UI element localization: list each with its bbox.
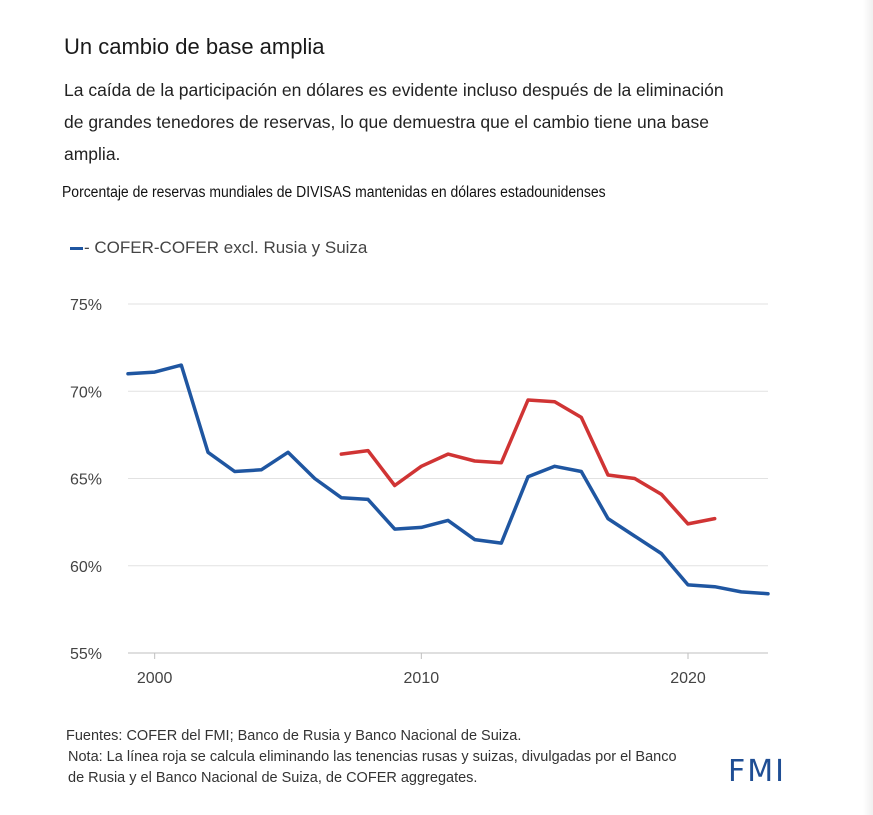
legend-swatch-blue: [70, 246, 83, 250]
page-subtitle: La caída de la participación en dólares …: [64, 80, 724, 164]
page-title: Un cambio de base amplia: [64, 34, 325, 59]
y-tick-label: 65%: [70, 472, 102, 489]
series-line-0: [126, 363, 770, 596]
chart-legend: - COFER-COFER excl. Rusia y Suiza: [70, 238, 367, 258]
legend-label: - COFER-COFER excl. Rusia y Suiza: [84, 238, 368, 257]
note-text: Nota: La línea roja se calcula eliminand…: [68, 749, 677, 786]
y-tick-label: 70%: [70, 384, 102, 401]
page-edge-shadow: [863, 0, 873, 815]
y-tick-label: 75%: [70, 297, 102, 314]
sources-text: Fuentes: COFER del FMI; Banco de Rusia y…: [66, 728, 522, 744]
x-tick-label: 2010: [404, 670, 440, 687]
y-tick-label: 55%: [70, 646, 102, 663]
y-tick-label: 60%: [70, 559, 102, 576]
series-line-1: [339, 398, 717, 526]
x-tick-label: 2000: [137, 670, 173, 687]
chart-title: Porcentaje de reservas mundiales de DIVI…: [62, 184, 606, 201]
x-tick-label: 2020: [670, 670, 706, 687]
chart-footnotes: Fuentes: COFER del FMI; Banco de Rusia y…: [66, 726, 688, 789]
fmi-logo: FMI: [728, 754, 786, 789]
